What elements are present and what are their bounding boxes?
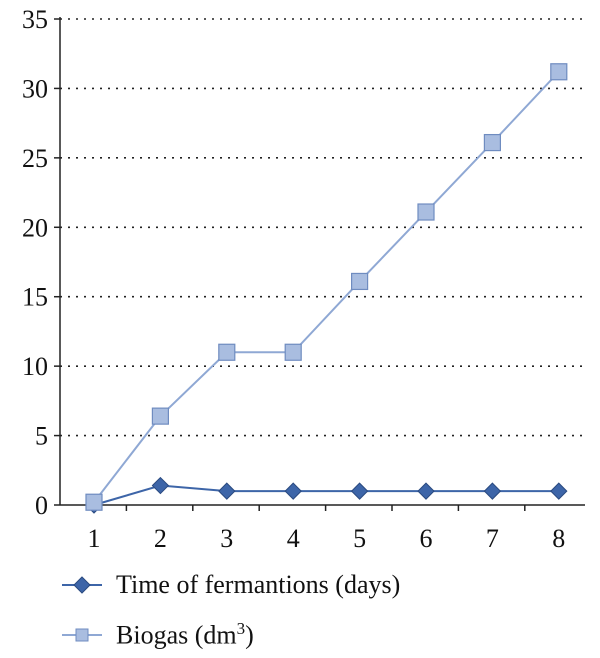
data-point bbox=[350, 482, 369, 500]
x-tick-label: 2 bbox=[154, 524, 167, 553]
data-point bbox=[151, 476, 170, 495]
data-point bbox=[351, 272, 369, 291]
y-tick-label: 30 bbox=[22, 74, 48, 103]
gridlines bbox=[60, 18, 585, 437]
axes bbox=[54, 17, 585, 511]
x-tick-label: 6 bbox=[420, 524, 433, 553]
data-point bbox=[417, 203, 435, 221]
line-chart: 0 5 10 15 20 25 30 35 1 2 3 4 5 6 7 8 bbox=[22, 5, 585, 553]
legend-square-icon bbox=[62, 628, 102, 642]
y-tick-label: 25 bbox=[22, 144, 48, 173]
data-point bbox=[218, 343, 236, 361]
chart-area: 0 5 10 15 20 25 30 35 1 2 3 4 5 6 7 8 bbox=[22, 5, 585, 553]
data-point bbox=[284, 343, 302, 361]
x-tick-label: 7 bbox=[486, 524, 499, 553]
data-point bbox=[417, 482, 435, 500]
data-point bbox=[483, 133, 501, 152]
legend-label-biogas-close: ) bbox=[245, 620, 254, 650]
legend-label-biogas-main: Biogas (dm bbox=[116, 620, 237, 650]
legend-label-biogas-sup: 3 bbox=[236, 619, 246, 639]
data-point bbox=[483, 482, 502, 500]
y-tick-label: 5 bbox=[35, 422, 48, 451]
legend-item-time: Time of fermantions (days) bbox=[62, 565, 400, 605]
x-tick-labels: 1 2 3 4 5 6 7 8 bbox=[88, 524, 566, 553]
y-tick-label: 35 bbox=[22, 5, 48, 34]
legend-label-biogas: Biogas (dm3) bbox=[116, 619, 254, 651]
y-tick-labels: 0 5 10 15 20 25 30 35 bbox=[22, 5, 48, 520]
data-point bbox=[218, 482, 236, 500]
data-point bbox=[550, 63, 568, 81]
data-point bbox=[284, 482, 302, 500]
series-line bbox=[93, 484, 559, 506]
legend-label-time: Time of fermantions (days) bbox=[116, 570, 401, 599]
series-group bbox=[85, 63, 568, 514]
series-line bbox=[93, 71, 560, 503]
x-tick-label: 1 bbox=[88, 524, 101, 553]
y-tick-label: 20 bbox=[22, 213, 48, 242]
y-tick-label: 10 bbox=[22, 352, 48, 381]
legend-diamond-icon bbox=[62, 576, 102, 594]
data-point bbox=[85, 493, 103, 511]
x-tick-label: 4 bbox=[287, 524, 300, 553]
data-point bbox=[151, 407, 169, 425]
data-point bbox=[550, 482, 568, 500]
legend: Time of fermantions (days) Biogas (dm3) bbox=[0, 560, 600, 658]
legend-item-biogas: Biogas (dm3) bbox=[62, 615, 254, 655]
y-tick-label: 15 bbox=[22, 283, 48, 312]
y-tick-label: 0 bbox=[35, 491, 48, 520]
x-tick-label: 5 bbox=[353, 524, 366, 553]
x-tick-label: 3 bbox=[220, 524, 233, 553]
x-tick-label: 8 bbox=[552, 524, 565, 553]
